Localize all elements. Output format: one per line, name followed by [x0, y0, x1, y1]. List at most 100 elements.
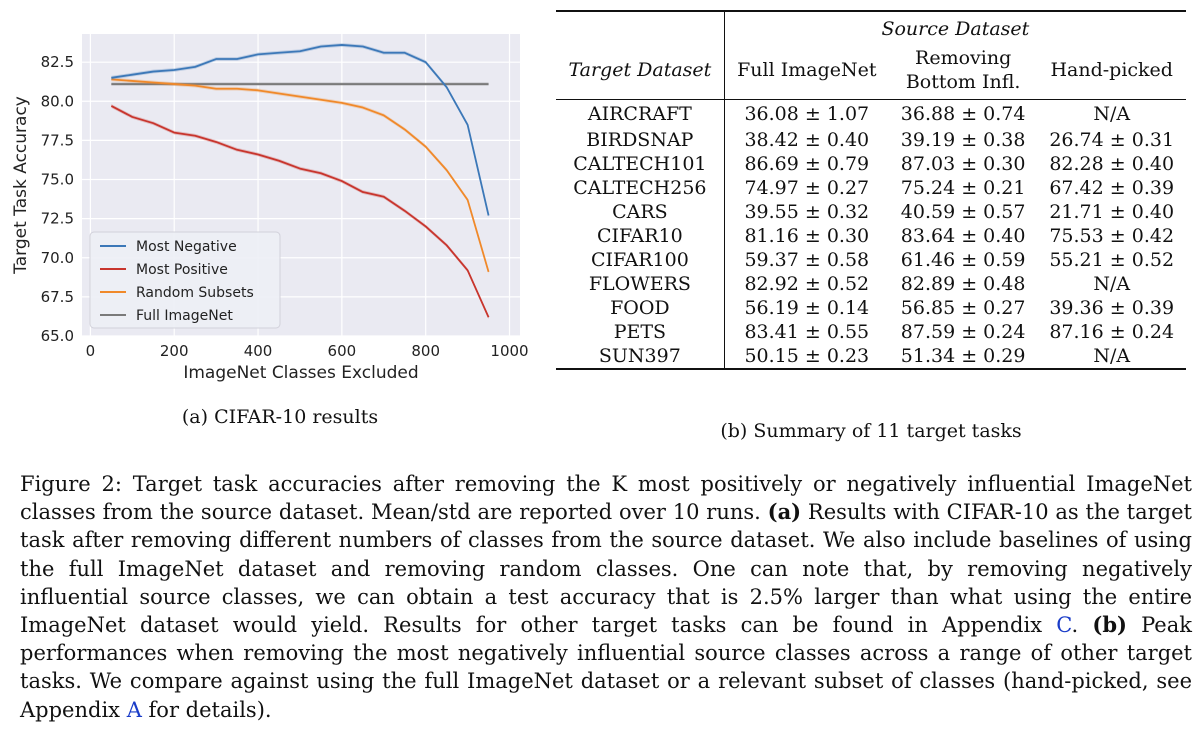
y-tick-label: 75.0 [41, 171, 74, 189]
removing-bottom-cell: 39.19 ± 0.38 [900, 129, 1026, 151]
caption-a-text: Results with CIFAR-10 as the target task… [20, 500, 1192, 638]
x-axis-title: ImageNet Classes Excluded [183, 363, 418, 383]
table-row: FOOD 56.19 ± 0.14 56.85 ± 0.27 39.36 ± 0.39 [556, 296, 1186, 320]
removing-bottom-cell: 87.59 ± 0.24 [900, 321, 1026, 343]
removing-bottom-cell: 83.64 ± 0.40 [900, 225, 1026, 247]
panel-a-caption: (a) CIFAR-10 results [181, 406, 379, 428]
target-dataset-header: Target Dataset [556, 41, 725, 99]
removing-bottom-cell: 82.89 ± 0.48 [900, 273, 1026, 295]
caption-b-text: Peak performances when removing the most… [20, 613, 1192, 722]
legend-label: Most Positive [136, 262, 228, 278]
removing-bottom-cell: 56.85 ± 0.27 [900, 297, 1026, 319]
dataset-cell: CIFAR100 [556, 248, 725, 272]
y-tick-label: 72.5 [41, 210, 74, 228]
legend-box [89, 231, 281, 329]
full-imagenet-cell: 56.19 ± 0.14 [744, 297, 870, 319]
hand-picked-cell: N/A [1093, 102, 1131, 125]
summary-table-panel: Source Dataset Target Dataset Full Image… [556, 10, 1186, 370]
removing-header-line1: Removing [915, 46, 1012, 69]
dataset-cell: BIRDSNAP [556, 128, 725, 152]
dataset-cell: CARS [556, 200, 725, 224]
x-tick-label: 800 [411, 342, 440, 360]
full-imagenet-cell: 50.15 ± 0.23 [744, 345, 870, 367]
caption-tail: for details). [141, 697, 272, 722]
removing-header-line2: Bottom Infl. [905, 70, 1021, 93]
dataset-cell: PETS [556, 320, 725, 344]
removing-bottom-cell: 75.24 ± 0.21 [900, 177, 1026, 199]
caption-lead: Figure 2: Target task accuracies after r… [20, 472, 1192, 525]
hand-picked-cell: 39.36 ± 0.39 [1049, 297, 1175, 319]
table-row: CALTECH101 86.69 ± 0.79 87.03 ± 0.30 82.28 … [556, 152, 1186, 176]
legend-label: Random Subsets [136, 285, 254, 301]
removing-bottom-cell: 87.03 ± 0.30 [900, 153, 1026, 175]
full-imagenet-cell: 83.41 ± 0.55 [744, 321, 870, 343]
table-row: BIRDSNAP 38.42 ± 0.40 39.19 ± 0.38 26.74 ± … [556, 128, 1186, 152]
hand-picked-cell: 75.53 ± 0.42 [1049, 225, 1175, 247]
hand-picked-cell: 26.74 ± 0.31 [1049, 129, 1175, 151]
hand-picked-cell: 67.42 ± 0.39 [1049, 177, 1175, 199]
full-imagenet-cell: 74.97 ± 0.27 [744, 177, 870, 199]
removing-bottom-header: Removing Bottom Infl. [889, 41, 1038, 99]
hand-picked-cell: 55.21 ± 0.52 [1049, 249, 1175, 271]
figure-caption: Figure 2: Target task accuracies after r… [20, 470, 1192, 724]
table-row: SUN397 50.15 ± 0.23 51.34 ± 0.29 N/A [556, 344, 1186, 369]
hand-picked-cell: N/A [1093, 345, 1131, 367]
legend-label: Full ImageNet [136, 308, 233, 324]
y-tick-label: 82.5 [41, 53, 74, 71]
dataset-cell: FOOD [556, 296, 725, 320]
cifar10-chart-panel: 0 200 400 600 800 1000 65.0 67.5 70.0 72.5 75.0 77.… [0, 0, 540, 440]
header-spacer [556, 11, 725, 41]
y-axis-title: Target Task Accuracy [11, 96, 31, 275]
caption-b-label: (b) [1092, 612, 1127, 638]
caption-a-label: (a) [767, 499, 802, 525]
source-dataset-header: Source Dataset [881, 18, 1030, 40]
legend-label: Most Negative [136, 239, 237, 255]
x-tick-label: 600 [328, 342, 357, 360]
full-imagenet-cell: 82.92 ± 0.52 [744, 273, 870, 295]
full-imagenet-cell: 39.55 ± 0.32 [744, 201, 870, 223]
results-table-body: AIRCRAFT 36.08 ± 1.07 36.88 ± 0.74 N/A BIRDS… [556, 99, 1186, 369]
x-tick-label: 200 [160, 342, 189, 360]
dataset-cell: FLOWERS [556, 272, 725, 296]
series-line-most-negative [111, 44, 490, 216]
hand-picked-header: Hand-picked [1050, 58, 1173, 81]
full-imagenet-cell: 81.16 ± 0.30 [744, 225, 870, 247]
dataset-cell: AIRCRAFT [556, 99, 725, 128]
appendix-c-link[interactable]: C [1056, 613, 1072, 638]
results-table: Source Dataset Target Dataset Full Image… [556, 10, 1186, 370]
panel-b-caption: (b) Summary of 11 target tasks [720, 420, 1022, 442]
x-tick-label: 0 [86, 342, 96, 360]
removing-bottom-cell: 40.59 ± 0.57 [900, 201, 1026, 223]
table-row: FLOWERS 82.92 ± 0.52 82.89 ± 0.48 N/A [556, 272, 1186, 296]
table-row: AIRCRAFT 36.08 ± 1.07 36.88 ± 0.74 N/A [556, 99, 1186, 128]
dataset-cell: CALTECH101 [556, 152, 725, 176]
hand-picked-cell: 87.16 ± 0.24 [1049, 321, 1175, 343]
full-imagenet-header: Full ImageNet [737, 58, 877, 81]
cifar10-line-chart: 0 200 400 600 800 1000 65.0 67.5 70.0 72.5 75.0 77.… [11, 34, 529, 383]
dataset-cell: CIFAR10 [556, 224, 725, 248]
table-row: CALTECH256 74.97 ± 0.27 75.24 ± 0.21 67.42 … [556, 176, 1186, 200]
y-tick-label: 65.0 [41, 327, 74, 345]
y-tick-label: 80.0 [41, 92, 74, 110]
removing-bottom-cell: 36.88 ± 0.74 [900, 102, 1026, 125]
caption-after-c: . [1071, 613, 1093, 638]
removing-bottom-cell: 51.34 ± 0.29 [900, 345, 1026, 367]
table-row: PETS 83.41 ± 0.55 87.59 ± 0.24 87.16 ± 0.24 [556, 320, 1186, 344]
full-imagenet-cell: 38.42 ± 0.40 [744, 129, 870, 151]
hand-picked-cell: 82.28 ± 0.40 [1049, 153, 1175, 175]
series-line-most-positive [110, 105, 490, 318]
y-tick-label: 70.0 [41, 249, 74, 267]
full-imagenet-cell: 59.37 ± 0.58 [744, 249, 870, 271]
dataset-cell: CALTECH256 [556, 176, 725, 200]
x-tick-label: 400 [244, 342, 273, 360]
x-tick-label: 1000 [490, 342, 528, 360]
hand-picked-cell: 21.71 ± 0.40 [1049, 201, 1175, 223]
table-row: CIFAR100 59.37 ± 0.58 61.46 ± 0.59 55.21 ± … [556, 248, 1186, 272]
dataset-cell: SUN397 [556, 344, 725, 369]
series-line-random-subsets [111, 78, 490, 273]
y-tick-label: 77.5 [41, 131, 74, 149]
hand-picked-cell: N/A [1093, 273, 1131, 295]
appendix-a-link[interactable]: A [126, 697, 142, 722]
table-row: CARS 39.55 ± 0.32 40.59 ± 0.57 21.71 ± 0.40 [556, 200, 1186, 224]
removing-bottom-cell: 61.46 ± 0.59 [900, 249, 1026, 271]
